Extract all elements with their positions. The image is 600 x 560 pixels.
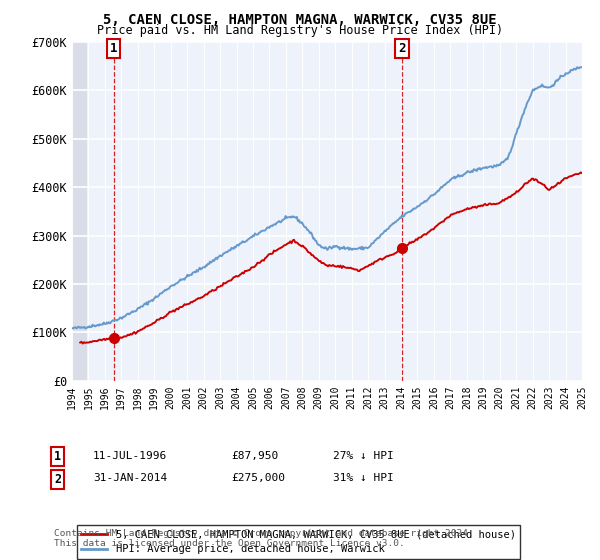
- Text: 1: 1: [110, 42, 118, 55]
- Legend: 5, CAEN CLOSE, HAMPTON MAGNA, WARWICK, CV35 8UE (detached house), HPI: Average p: 5, CAEN CLOSE, HAMPTON MAGNA, WARWICK, C…: [77, 525, 520, 558]
- Text: £275,000: £275,000: [231, 473, 285, 483]
- Text: 2: 2: [54, 473, 61, 486]
- Text: £87,950: £87,950: [231, 451, 278, 461]
- Text: 11-JUL-1996: 11-JUL-1996: [93, 451, 167, 461]
- Text: 31-JAN-2014: 31-JAN-2014: [93, 473, 167, 483]
- Text: 1: 1: [54, 450, 61, 463]
- Text: 5, CAEN CLOSE, HAMPTON MAGNA, WARWICK, CV35 8UE: 5, CAEN CLOSE, HAMPTON MAGNA, WARWICK, C…: [103, 13, 497, 27]
- Bar: [72, 42, 87, 381]
- Text: 31% ↓ HPI: 31% ↓ HPI: [333, 473, 394, 483]
- Text: 27% ↓ HPI: 27% ↓ HPI: [333, 451, 394, 461]
- Text: Contains HM Land Registry data © Crown copyright and database right 2024.
This d: Contains HM Land Registry data © Crown c…: [54, 529, 474, 548]
- Text: Price paid vs. HM Land Registry's House Price Index (HPI): Price paid vs. HM Land Registry's House …: [97, 24, 503, 37]
- Text: 2: 2: [398, 42, 406, 55]
